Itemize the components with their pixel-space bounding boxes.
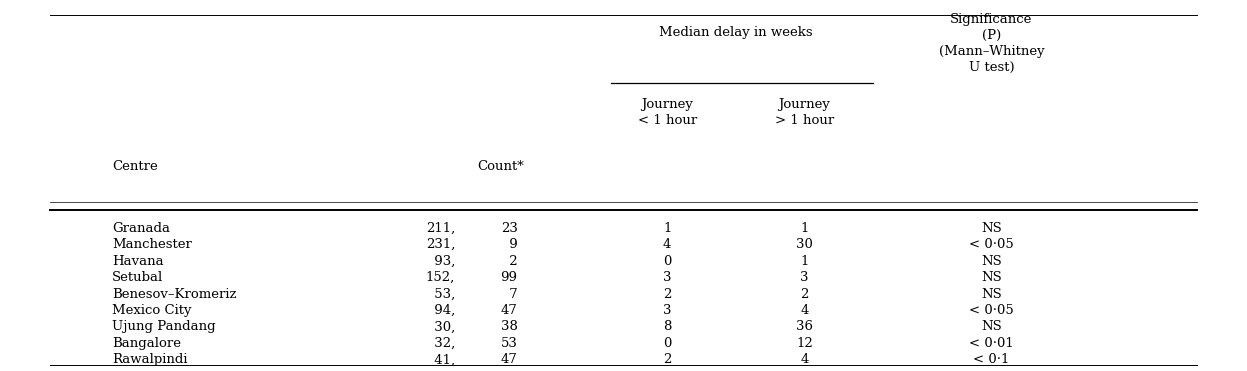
Text: 30: 30 bbox=[796, 238, 813, 251]
Text: Median delay in weeks: Median delay in weeks bbox=[658, 26, 813, 39]
Text: 3: 3 bbox=[663, 271, 671, 284]
Text: NS: NS bbox=[981, 271, 1001, 284]
Text: NS: NS bbox=[981, 321, 1001, 334]
Text: 2: 2 bbox=[505, 255, 518, 267]
Text: 38: 38 bbox=[500, 321, 518, 334]
Text: 1: 1 bbox=[801, 255, 808, 267]
Text: 4: 4 bbox=[663, 238, 671, 251]
Text: 47: 47 bbox=[500, 304, 518, 317]
Text: Benesov–Kromeriz: Benesov–Kromeriz bbox=[112, 288, 237, 301]
Text: 2: 2 bbox=[663, 288, 671, 301]
Text: Significance
(P)
(Mann–Whitney
U test): Significance (P) (Mann–Whitney U test) bbox=[939, 13, 1044, 74]
Text: < 0·1: < 0·1 bbox=[973, 353, 1010, 367]
Text: 94,: 94, bbox=[430, 304, 455, 317]
Text: 2: 2 bbox=[663, 353, 671, 367]
Text: 53,: 53, bbox=[430, 288, 455, 301]
Text: 4: 4 bbox=[801, 304, 808, 317]
Text: < 0·01: < 0·01 bbox=[969, 337, 1014, 350]
Text: NS: NS bbox=[981, 221, 1001, 235]
Text: 0: 0 bbox=[663, 255, 671, 267]
Text: 8: 8 bbox=[663, 321, 671, 334]
Text: 0: 0 bbox=[663, 337, 671, 350]
Text: Havana: Havana bbox=[112, 255, 163, 267]
Text: Count*: Count* bbox=[478, 160, 524, 173]
Text: 12: 12 bbox=[796, 337, 813, 350]
Text: 41,: 41, bbox=[430, 353, 455, 367]
Text: NS: NS bbox=[981, 255, 1001, 267]
Text: Granada: Granada bbox=[112, 221, 171, 235]
Text: 2: 2 bbox=[801, 288, 808, 301]
Text: 47: 47 bbox=[500, 353, 518, 367]
Text: 7: 7 bbox=[505, 288, 518, 301]
Text: 3: 3 bbox=[801, 271, 808, 284]
Text: Rawalpindi: Rawalpindi bbox=[112, 353, 188, 367]
Text: 4: 4 bbox=[801, 353, 808, 367]
Text: Centre: Centre bbox=[112, 160, 158, 173]
Text: 231,: 231, bbox=[425, 238, 455, 251]
Text: Ujung Pandang: Ujung Pandang bbox=[112, 321, 216, 334]
Text: 152,: 152, bbox=[426, 271, 455, 284]
Text: 1: 1 bbox=[801, 221, 808, 235]
Text: < 0·05: < 0·05 bbox=[969, 238, 1014, 251]
Text: Mexico City: Mexico City bbox=[112, 304, 192, 317]
Text: 36: 36 bbox=[796, 321, 813, 334]
Text: Journey
> 1 hour: Journey > 1 hour bbox=[774, 98, 834, 127]
Text: 211,: 211, bbox=[426, 221, 455, 235]
Text: 3: 3 bbox=[663, 304, 671, 317]
Text: < 0·05: < 0·05 bbox=[969, 304, 1014, 317]
Text: NS: NS bbox=[981, 288, 1001, 301]
Text: Setubal: Setubal bbox=[112, 271, 163, 284]
Text: 99: 99 bbox=[500, 271, 518, 284]
Text: 9: 9 bbox=[505, 238, 518, 251]
Text: 1: 1 bbox=[663, 221, 671, 235]
Text: Journey
< 1 hour: Journey < 1 hour bbox=[637, 98, 697, 127]
Text: 53: 53 bbox=[500, 337, 518, 350]
Text: 93,: 93, bbox=[430, 255, 455, 267]
Text: Manchester: Manchester bbox=[112, 238, 192, 251]
Text: 30,: 30, bbox=[430, 321, 455, 334]
Text: Bangalore: Bangalore bbox=[112, 337, 181, 350]
Text: 32,: 32, bbox=[430, 337, 455, 350]
Text: 23: 23 bbox=[500, 221, 518, 235]
